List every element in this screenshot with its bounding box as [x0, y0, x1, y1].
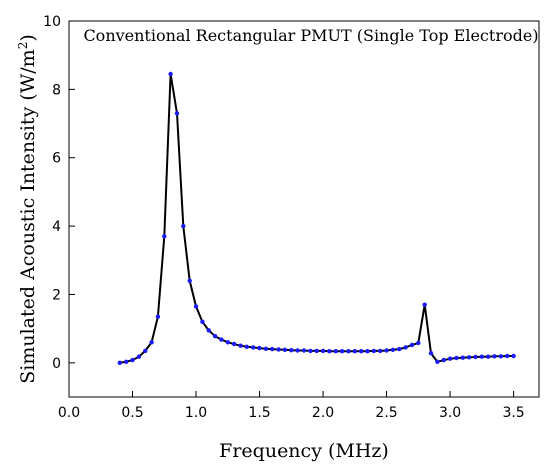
x-tick-label: 1.5 — [248, 405, 270, 421]
data-point — [479, 354, 484, 359]
data-point — [162, 234, 167, 239]
data-point — [511, 353, 516, 359]
data-point — [130, 357, 135, 363]
y-tick-label: 6 — [52, 151, 61, 167]
data-point — [320, 348, 326, 354]
data-point — [143, 348, 148, 354]
data-point — [441, 357, 446, 363]
data-point — [486, 354, 491, 359]
data-point — [460, 355, 465, 360]
y-tick-label: 8 — [52, 82, 61, 98]
data-point — [187, 278, 192, 283]
y-axis-title-main: Simulated Acoustic Intensity (W/m — [17, 49, 39, 383]
data-point — [244, 344, 249, 349]
data-point — [346, 349, 351, 354]
y-axis-title-end: ) — [17, 34, 39, 41]
data-point — [263, 346, 269, 351]
data-point — [365, 349, 370, 354]
data-point — [428, 351, 434, 356]
data-point — [193, 304, 199, 309]
data-point — [498, 354, 504, 359]
data-point — [384, 348, 389, 353]
data-point — [206, 328, 211, 333]
data-point — [149, 340, 154, 345]
x-tick-label: 0.5 — [121, 405, 143, 421]
y-tick-label: 2 — [52, 287, 61, 303]
chart-title: Conventional Rectangular PMUT (Single To… — [83, 26, 538, 45]
x-tick-label: 2.5 — [375, 405, 397, 421]
data-point — [339, 349, 345, 354]
y-axis-ticks: 0 2 4 6 8 10 — [43, 14, 75, 372]
y-tick-label: 10 — [43, 14, 61, 30]
data-point — [295, 348, 300, 353]
y-axis-title: Simulated Acoustic Intensity (W/m2) — [16, 34, 39, 384]
data-point — [371, 348, 377, 354]
x-axis-ticks: 0.0 0.5 1.0 1.5 2.0 2.5 3.0 3.5 — [58, 391, 525, 421]
x-tick-label: 2.0 — [312, 405, 334, 421]
data-point — [416, 340, 421, 346]
data-point — [301, 348, 307, 353]
data-point — [282, 347, 288, 352]
data-point — [505, 353, 510, 359]
data-point — [200, 319, 205, 324]
x-tick-label: 1.0 — [185, 405, 207, 421]
data-point — [181, 223, 186, 229]
data-point — [352, 349, 357, 354]
data-point — [397, 346, 402, 352]
data-point — [168, 71, 173, 77]
series-line — [119, 73, 514, 364]
x-tick-label: 0.0 — [58, 405, 80, 421]
data-point — [378, 348, 383, 354]
data-point — [257, 345, 262, 351]
data-point — [454, 355, 459, 361]
data-point — [447, 356, 453, 361]
data-point — [212, 334, 218, 339]
data-point — [435, 359, 440, 364]
data-point — [231, 341, 237, 347]
x-axis-title: Frequency (MHz) — [219, 440, 389, 462]
data-point — [174, 111, 180, 116]
data-point — [492, 354, 497, 359]
data-point — [403, 345, 408, 350]
y-tick-label: 4 — [52, 219, 61, 235]
x-tick-label: 3.5 — [502, 405, 524, 421]
data-point — [270, 346, 275, 352]
data-point — [422, 302, 427, 307]
y-tick-label: 0 — [52, 356, 61, 372]
data-point — [219, 337, 224, 342]
plot-frame — [68, 20, 540, 398]
series-markers — [117, 71, 516, 365]
data-point — [333, 349, 338, 354]
x-tick-label: 3.0 — [439, 405, 461, 421]
data-point — [359, 349, 364, 354]
data-point — [117, 360, 123, 365]
data-point — [473, 354, 478, 360]
data-point — [136, 354, 142, 359]
data-point — [289, 348, 294, 353]
data-point — [155, 314, 161, 319]
data-point — [314, 348, 319, 354]
data-point — [225, 340, 230, 345]
data-point — [238, 343, 243, 348]
data-point — [327, 349, 332, 354]
data-point — [276, 347, 281, 352]
data-point — [390, 347, 396, 352]
data-point — [308, 348, 313, 354]
data-point — [251, 345, 256, 350]
data-point — [466, 355, 472, 360]
plot-area — [117, 71, 516, 365]
y-axis-title-superscript: 2 — [16, 42, 30, 50]
data-point — [124, 359, 129, 364]
data-point — [409, 342, 415, 348]
